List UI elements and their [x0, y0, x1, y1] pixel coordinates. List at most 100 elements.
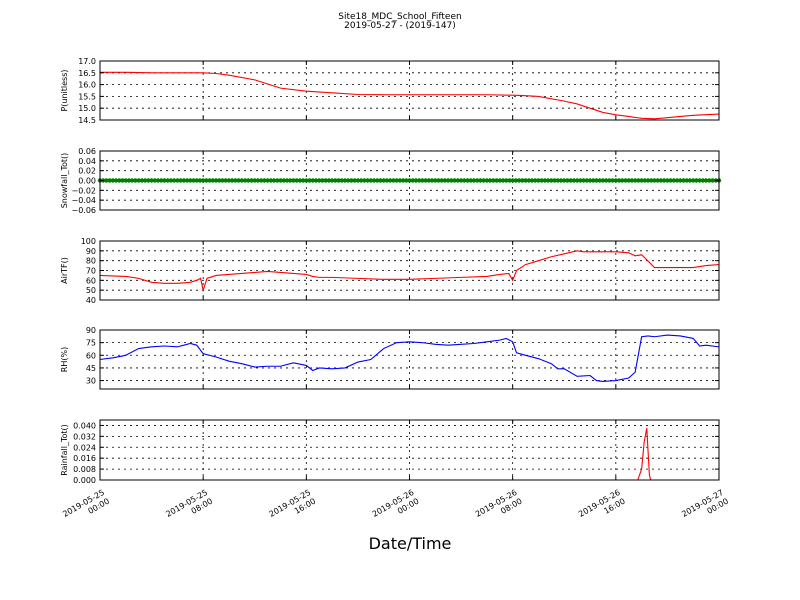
air-temperature-y-axis-label: AirTF() [60, 257, 69, 284]
relative-humidity-panel: 30 45 60 75 90 RH(%) [60, 326, 720, 390]
data-point [700, 178, 706, 183]
data-point [397, 178, 403, 183]
relative-humidity-y-axis-label: RH(%) [60, 347, 69, 372]
data-point [191, 178, 196, 183]
data-point [175, 178, 180, 183]
data-point [668, 178, 673, 183]
data-point [665, 178, 670, 183]
data-point [107, 178, 112, 183]
data-point [378, 178, 383, 183]
y-tick-label: 0.000 [73, 476, 96, 485]
data-point [300, 178, 306, 183]
data-point [207, 178, 212, 183]
y-tick-label: 30 [86, 377, 96, 386]
data-point [117, 178, 122, 183]
y-tick-label: 0.008 [73, 465, 96, 474]
data-point [333, 178, 338, 183]
snowfall-markers [97, 178, 722, 183]
air-temperature-axes-frame [99, 240, 720, 301]
data-point [404, 178, 409, 183]
data-point [594, 178, 599, 183]
data-point [458, 178, 464, 183]
data-point [687, 178, 693, 183]
data-point [326, 178, 332, 183]
data-point [368, 178, 374, 183]
data-point [636, 178, 641, 183]
y-tick-label: 0.00 [78, 177, 96, 186]
data-point [645, 178, 651, 183]
data-point [236, 178, 241, 183]
data-point [529, 178, 535, 183]
x-axis-label: Date/Time [368, 534, 452, 553]
data-point [387, 178, 393, 183]
data-point [413, 178, 419, 183]
data-point [178, 178, 183, 183]
y-tick-label: 0.02 [78, 167, 96, 176]
data-point [681, 178, 686, 183]
data-point [242, 178, 248, 183]
data-point [104, 178, 109, 183]
data-point [581, 178, 586, 183]
data-point [162, 178, 167, 183]
data-point [465, 178, 470, 183]
y-tick-label: −0.06 [71, 206, 96, 215]
data-point [652, 178, 657, 183]
data-point [181, 178, 187, 183]
data-point [281, 178, 286, 183]
data-point [603, 178, 609, 183]
data-point [429, 178, 435, 183]
data-point [139, 178, 145, 183]
y-tick-label: 100 [81, 237, 96, 246]
data-point [507, 178, 512, 183]
data-point [246, 178, 251, 183]
data-point [200, 178, 206, 183]
data-point [629, 178, 635, 183]
data-point [442, 178, 448, 183]
data-point [520, 178, 525, 183]
data-point [449, 178, 454, 183]
data-point [233, 178, 238, 183]
data-point [565, 178, 570, 183]
data-point [481, 178, 486, 183]
data-point [697, 178, 702, 183]
data-point [155, 178, 161, 183]
data-point [487, 178, 493, 183]
x-tick-label: 2019-05-2508:00 [164, 488, 214, 528]
data-point [533, 178, 538, 183]
data-point [504, 178, 509, 183]
y-tick-label: 90 [86, 247, 96, 256]
data-point [571, 178, 577, 183]
data-point [452, 178, 457, 183]
y-tick-label: 60 [86, 276, 96, 285]
data-point [516, 178, 522, 183]
y-tick-label: 0.016 [73, 454, 96, 463]
y-tick-label: 0.04 [78, 157, 96, 166]
data-point [513, 178, 519, 183]
data-point [649, 178, 654, 183]
data-point [262, 178, 267, 183]
data-point [229, 178, 235, 183]
data-point [159, 178, 164, 183]
y-tick-label: 60 [86, 351, 96, 360]
data-point [707, 178, 712, 183]
y-tick-label: 0.024 [73, 443, 96, 452]
x-tick-label: 2019-05-2500:00 [61, 488, 111, 528]
data-point [455, 178, 461, 183]
data-point [536, 178, 541, 183]
data-point [568, 178, 573, 183]
data-point [349, 178, 354, 183]
data-point [610, 178, 615, 183]
data-point [288, 178, 293, 183]
air-temperature-series-line [99, 250, 720, 293]
data-point [249, 178, 254, 183]
data-point [578, 178, 583, 183]
relative-humidity-axes-frame [99, 329, 720, 390]
data-point [549, 178, 554, 183]
rainfall-series-line [100, 428, 719, 481]
data-point [600, 178, 606, 183]
data-point [433, 178, 438, 183]
data-point [607, 178, 612, 183]
data-point [655, 178, 660, 183]
data-point [552, 178, 557, 183]
data-point [297, 178, 303, 183]
